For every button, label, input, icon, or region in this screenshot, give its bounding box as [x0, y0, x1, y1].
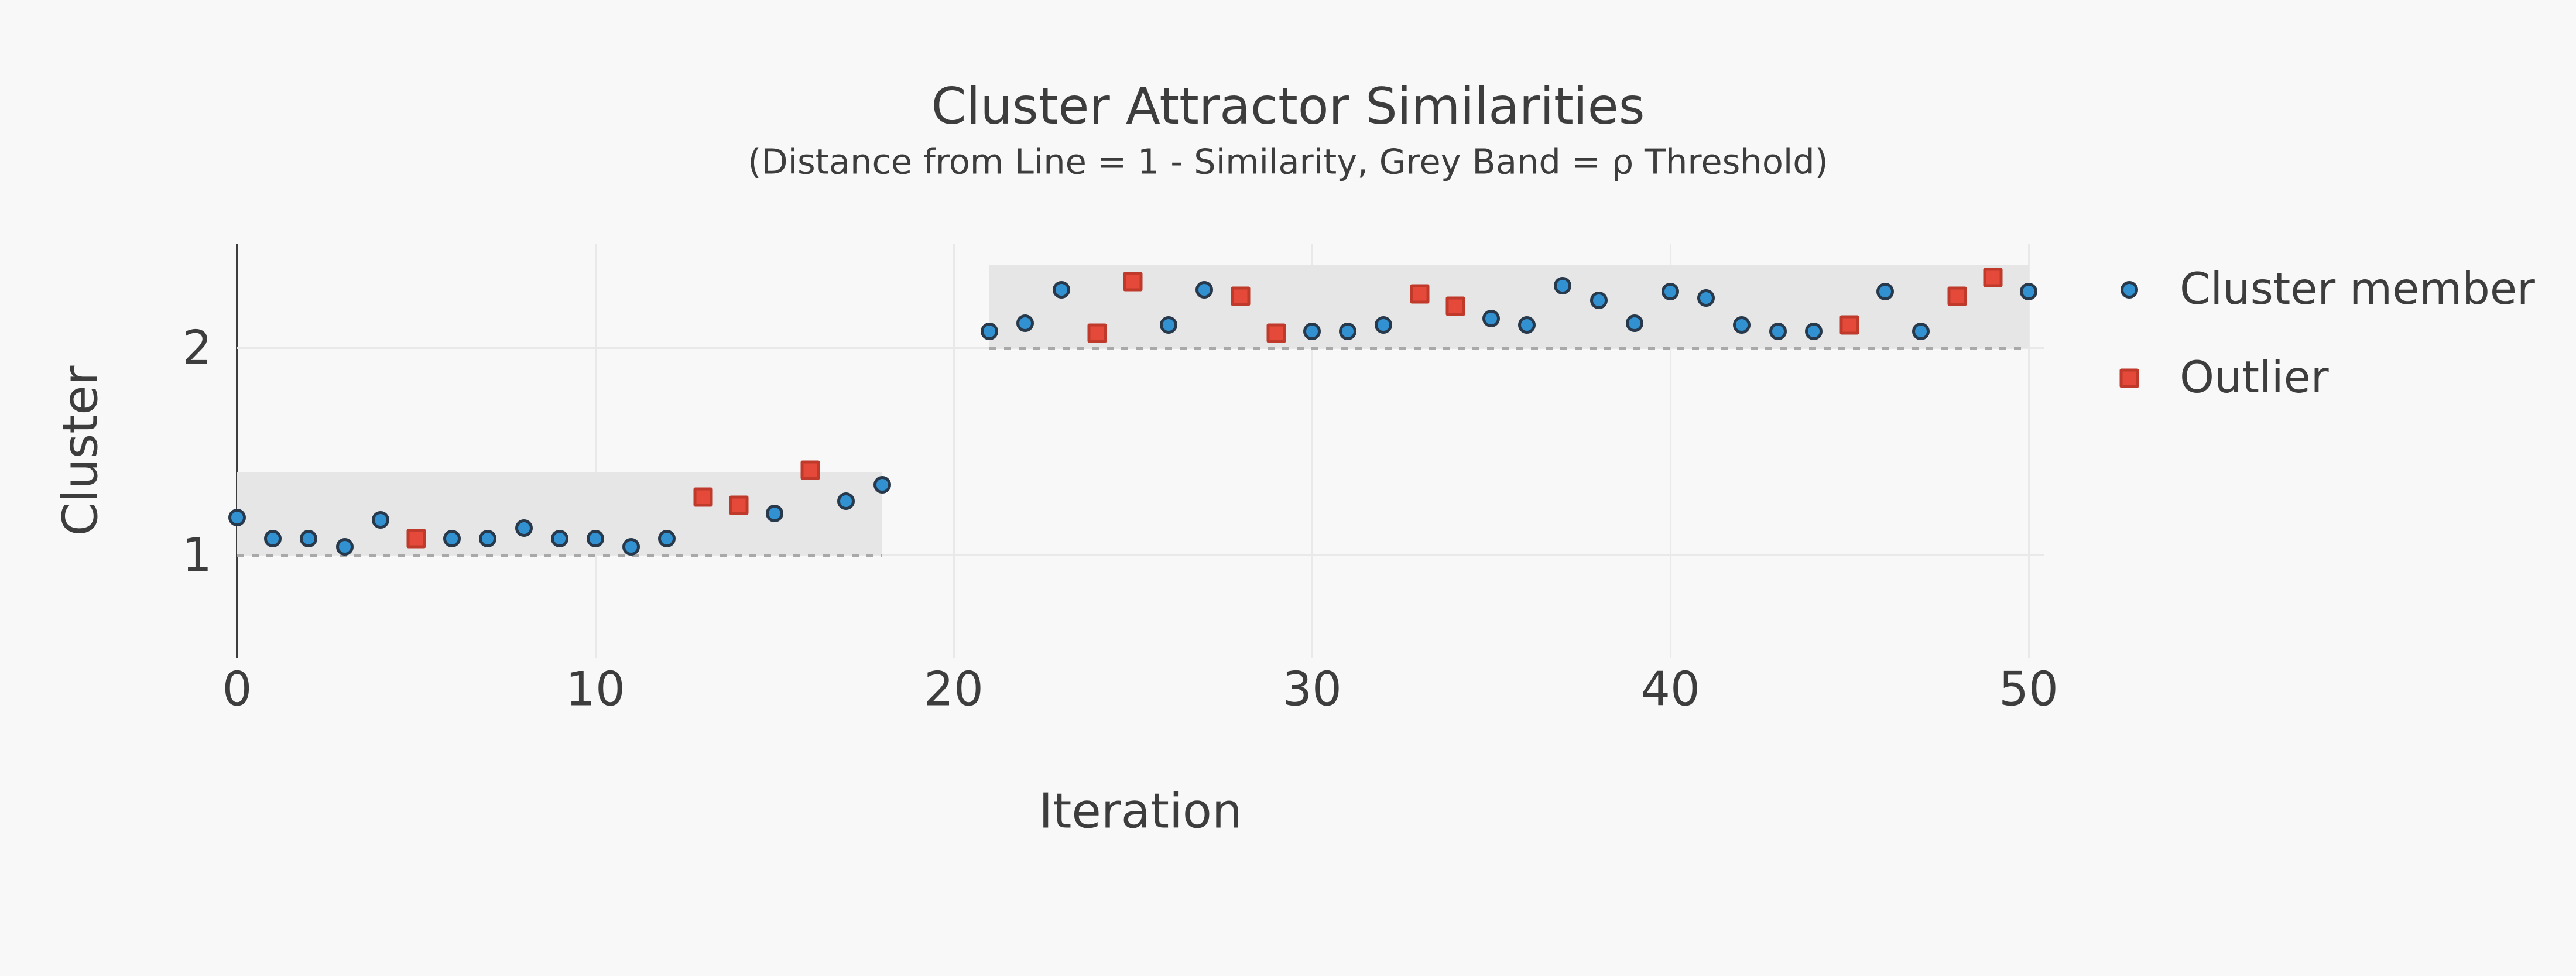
x-tick-label: 30: [1282, 662, 1342, 717]
cluster-member-point: [1590, 291, 1608, 309]
x-gridline: [2027, 244, 2030, 658]
cluster-member-point: [1195, 280, 1214, 299]
cluster-member-point: [1876, 283, 1895, 301]
y-tick-label: 2: [182, 320, 212, 375]
outlier-point: [1410, 284, 1430, 304]
cluster-baseline-dashed: [989, 346, 2029, 350]
outlier-point: [800, 460, 820, 480]
cluster-member-point: [443, 529, 461, 547]
x-gridline: [953, 244, 955, 658]
cluster-member-point: [1662, 283, 1679, 301]
cluster-member-point: [1697, 289, 1715, 307]
cluster-member-point: [766, 505, 783, 523]
cluster-member-point: [837, 492, 855, 510]
cluster-member-point: [587, 529, 604, 547]
outlier-point: [693, 487, 713, 507]
rho-threshold-band: [989, 265, 2029, 348]
outlier-marker-icon: [2119, 368, 2139, 388]
outlier-point: [1839, 315, 1859, 335]
outlier-point: [1087, 323, 1107, 343]
cluster-member-point: [873, 475, 891, 494]
chart-title: Cluster Attractor Similarities: [931, 77, 1645, 136]
cluster-member-marker-icon: [2121, 281, 2138, 299]
cluster-member-point: [228, 509, 246, 527]
legend-label: Cluster member: [2180, 263, 2535, 315]
cluster-member-point: [981, 322, 999, 340]
cluster-member-point: [1733, 316, 1751, 334]
cluster-member-point: [1016, 314, 1034, 332]
y-axis-spine: [236, 244, 238, 658]
cluster-member-point: [264, 529, 282, 547]
cluster-member-point: [1912, 322, 1930, 340]
x-tick-label: 50: [1999, 662, 2058, 717]
cluster-baseline-dashed: [237, 553, 882, 557]
x-gridline: [594, 244, 597, 658]
cluster-member-point: [371, 511, 389, 529]
outlier-point: [1266, 323, 1286, 343]
cluster-member-point: [1482, 310, 1500, 328]
cluster-member-point: [658, 529, 676, 547]
cluster-member-point: [300, 529, 318, 547]
outlier-point: [729, 495, 749, 515]
x-axis-label: Iteration: [1039, 783, 1242, 840]
y-axis-label: Cluster: [53, 365, 109, 536]
x-gridline: [1669, 244, 1671, 658]
cluster-member-point: [550, 529, 568, 547]
outlier-point: [1983, 268, 2003, 287]
outlier-point: [1947, 286, 1967, 306]
legend-label: Outlier: [2180, 351, 2329, 403]
chart-subtitle: (Distance from Line = 1 - Similarity, Gr…: [748, 141, 1828, 182]
cluster-member-point: [1554, 276, 1572, 294]
cluster-member-point: [335, 537, 354, 556]
cluster-member-point: [1160, 316, 1178, 334]
x-tick-label: 0: [222, 662, 252, 717]
cluster-member-point: [1769, 322, 1787, 340]
cluster-member-point: [1518, 316, 1536, 334]
y-tick-label: 1: [182, 528, 212, 583]
outlier-point: [1231, 286, 1251, 306]
cluster-member-point: [1804, 322, 1823, 340]
cluster-member-point: [479, 529, 497, 547]
outlier-point: [1445, 296, 1465, 316]
cluster-member-point: [1339, 322, 1357, 340]
cluster-member-point: [1375, 316, 1393, 334]
cluster-member-point: [1625, 314, 1643, 332]
x-tick-label: 20: [924, 662, 984, 717]
x-tick-label: 40: [1640, 662, 1700, 717]
cluster-member-point: [1303, 322, 1321, 340]
cluster-member-point: [515, 519, 533, 537]
cluster-member-point: [622, 537, 640, 556]
y-gridline: [237, 554, 2044, 556]
outlier-point: [406, 529, 426, 549]
cluster-member-point: [2020, 283, 2037, 301]
cluster-member-point: [1052, 280, 1070, 299]
plot-area: [228, 244, 2046, 658]
outlier-point: [1123, 272, 1143, 292]
x-tick-label: 10: [566, 662, 625, 717]
x-gridline: [1311, 244, 1313, 658]
